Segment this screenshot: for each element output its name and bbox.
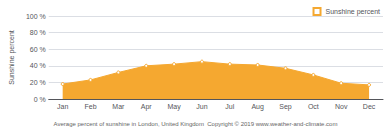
svg-text:Mar: Mar <box>112 103 125 110</box>
svg-text:Sunshine percent: Sunshine percent <box>8 30 16 85</box>
svg-text:100 %: 100 % <box>26 13 46 20</box>
svg-text:Nov: Nov <box>335 103 348 110</box>
svg-text:80 %: 80 % <box>30 29 46 36</box>
svg-text:Oct: Oct <box>308 103 319 110</box>
svg-text:40 %: 40 % <box>30 62 46 69</box>
svg-text:0 %: 0 % <box>34 96 46 103</box>
svg-text:60 %: 60 % <box>30 46 46 53</box>
svg-text:Sunshine percent: Sunshine percent <box>326 8 381 16</box>
svg-text:Average percent of sunshine in: Average percent of sunshine in London, U… <box>54 121 338 127</box>
svg-text:20 %: 20 % <box>30 79 46 86</box>
svg-text:May: May <box>167 103 181 111</box>
svg-text:Dec: Dec <box>363 103 376 110</box>
svg-text:Sep: Sep <box>279 103 292 111</box>
svg-text:Jan: Jan <box>57 103 68 110</box>
svg-text:Apr: Apr <box>141 103 153 111</box>
svg-text:Jul: Jul <box>225 103 234 110</box>
svg-text:Aug: Aug <box>251 103 264 111</box>
svg-text:Feb: Feb <box>84 103 96 110</box>
svg-text:Jun: Jun <box>196 103 207 110</box>
